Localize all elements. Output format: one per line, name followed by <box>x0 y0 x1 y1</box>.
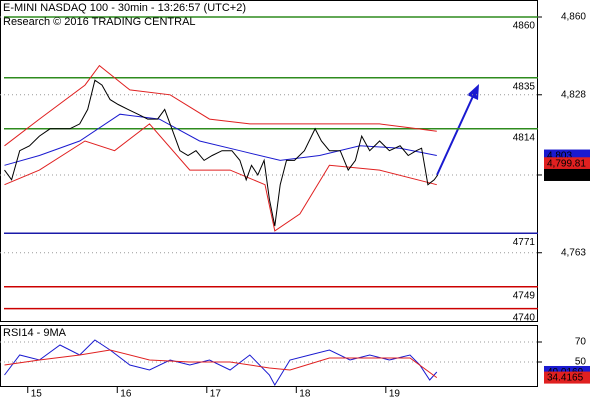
level-label: 4740 <box>513 312 536 323</box>
chart-title: E-MINI NASDAQ 100 - 30min - 13:26:57 (UT… <box>3 2 246 14</box>
series-line <box>4 79 439 227</box>
x-tick-label: 17 <box>210 389 222 400</box>
y-tick-label: 4,860 <box>561 12 586 23</box>
x-tick-label: 18 <box>299 389 311 400</box>
plot-area <box>4 16 538 310</box>
price-tag <box>544 371 590 384</box>
y-tick-label: 4,828 <box>561 89 586 100</box>
y-tick-label: 50 <box>575 357 587 368</box>
x-tick-label: 19 <box>389 389 401 400</box>
price-tag <box>544 168 590 181</box>
forecast-arrow-head <box>467 84 479 100</box>
plot-area <box>4 339 438 387</box>
level-label: 4749 <box>513 290 536 301</box>
chart-subtitle: Research © 2016 TRADING CENTRAL <box>3 16 196 28</box>
series-line <box>4 339 438 387</box>
y-tick-label: 70 <box>575 337 587 348</box>
x-tick-label: 16 <box>120 389 132 400</box>
series-line <box>4 349 438 379</box>
price-tag-label: 4,803 <box>547 151 572 162</box>
series-line <box>4 123 437 232</box>
level-label: 4860 <box>513 21 536 32</box>
series-line <box>4 64 437 147</box>
rsi-panel-frame <box>0 325 538 387</box>
main-panel-frame <box>0 0 538 322</box>
price-tag <box>544 157 590 170</box>
series-line <box>4 113 437 166</box>
level-label: 4771 <box>513 237 536 248</box>
level-label: 4814 <box>513 132 536 143</box>
level-label: 4835 <box>513 81 536 92</box>
y-tick-label: 4,763 <box>561 247 586 258</box>
forecast-arrow <box>436 93 475 176</box>
price-tag-label: 4,795 <box>547 170 572 181</box>
price-tag-label: 4,799.81 <box>547 158 586 169</box>
price-tag-label: 34.4165 <box>547 373 584 384</box>
chart-title: RSI14 - 9MA <box>3 327 67 339</box>
x-tick-label: 15 <box>31 389 43 400</box>
